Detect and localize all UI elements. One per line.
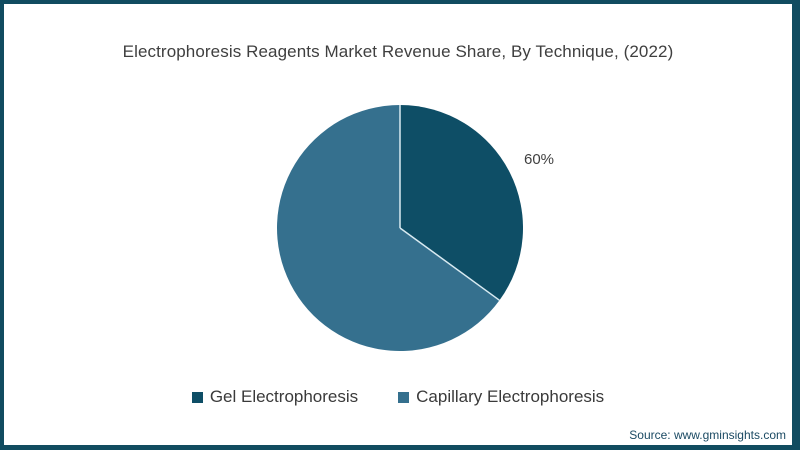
slice-separator-line xyxy=(399,227,500,301)
chart-title: Electrophoresis Reagents Market Revenue … xyxy=(122,42,674,61)
legend-swatch-icon xyxy=(191,391,203,403)
pie-chart-svg xyxy=(277,105,523,351)
pie-chart xyxy=(277,105,523,351)
legend: Gel Electrophoresis Capillary Electrophor… xyxy=(4,387,792,407)
pie-data-label-60pct: 60% xyxy=(524,151,555,168)
legend-swatch-icon xyxy=(398,391,410,403)
pie-slice-gel-electrophoresis xyxy=(400,105,523,301)
legend-label: Gel Electrophoresis xyxy=(209,387,359,406)
legend-item-capillary-electrophoresis: Capillary Electrophoresis xyxy=(398,387,604,407)
pie-slice-capillary-electrophoresis xyxy=(277,105,500,351)
legend-label: Capillary Electrophoresis xyxy=(416,387,605,406)
source-note: Source: www.gminsights.com xyxy=(629,428,786,442)
legend-item-gel-electrophoresis: Gel Electrophoresis xyxy=(191,387,359,407)
